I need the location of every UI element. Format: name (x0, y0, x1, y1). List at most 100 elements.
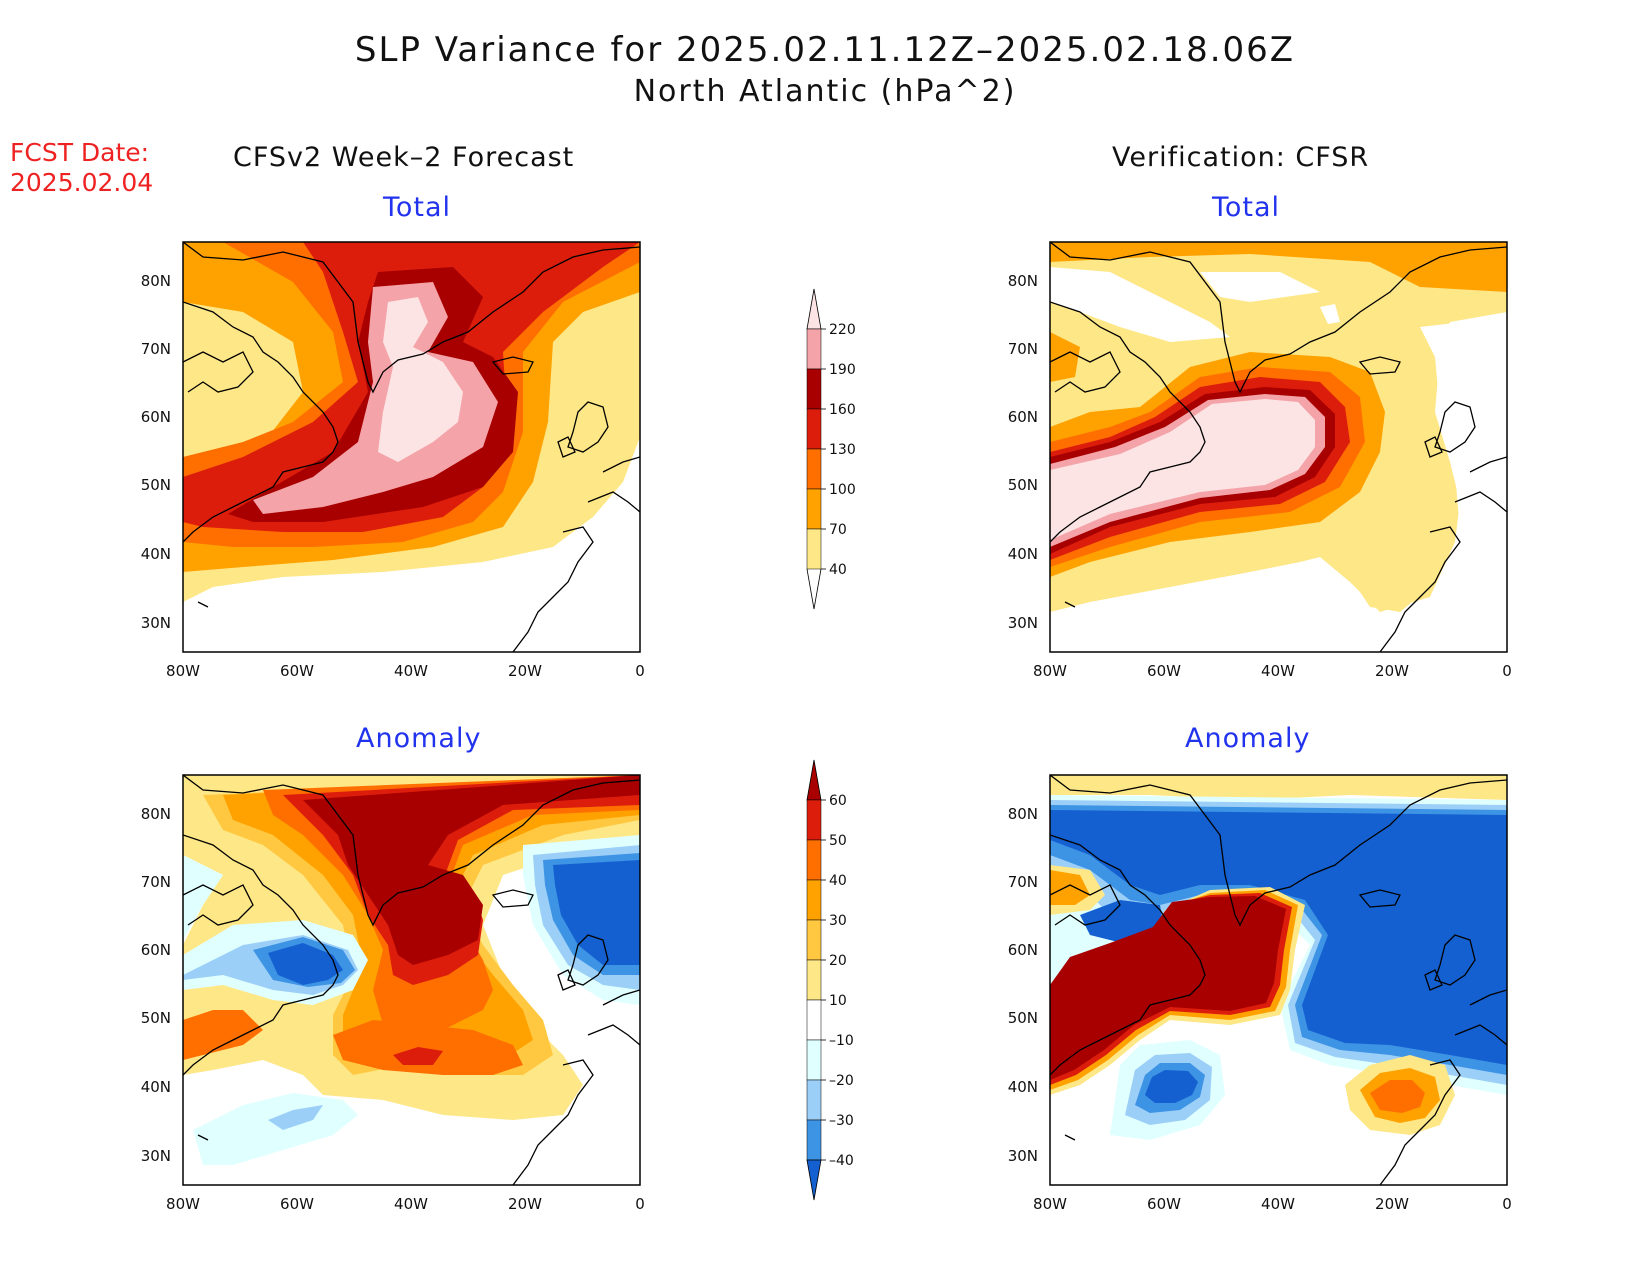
colorbar-level-label: –10 (829, 1033, 854, 1049)
colorbar-level-label: 100 (829, 482, 856, 498)
lat-tick-30N: 30N (141, 614, 171, 632)
contour-neg20-south (268, 1105, 323, 1130)
main-subtitle: North Atlantic (hPa^2) (633, 74, 1017, 109)
white-region-east (1420, 317, 1507, 652)
contour-190 (253, 282, 498, 514)
white-region-south (1050, 572, 1430, 652)
colorbar-segment (806, 879, 822, 921)
continent-outlines (1050, 775, 1507, 1185)
colorbar-top-tip (806, 759, 822, 801)
colorbar-level-label: 50 (829, 833, 847, 849)
colorbar-segment (806, 448, 822, 490)
colorbar-level-label: 40 (829, 562, 847, 578)
contour-70 (1050, 242, 1507, 382)
lat-tick-50N: 50N (1008, 1009, 1038, 1027)
colorbar-level-label: 160 (829, 402, 856, 418)
lat-tick-80N: 80N (1008, 272, 1038, 290)
forecast-anomaly-subtitle: Anomaly (356, 723, 482, 754)
lat-tick-40N: 40N (1008, 545, 1038, 563)
lon-tick-0: 0 (1502, 662, 1512, 680)
lon-tick-labels: 80W 60W 40W 20W 0 (166, 662, 645, 680)
contour-10-north (1050, 775, 1507, 800)
forecast-date-value: 2025.02.04 (10, 168, 154, 197)
colorbar-segment (806, 839, 822, 881)
forecast-date-label: FCST Date: (10, 138, 150, 167)
contour-40-east (1350, 522, 1435, 612)
colorbar-segment (806, 488, 822, 530)
continent-outlines (183, 242, 640, 652)
colorbar-segment (806, 919, 822, 961)
colorbar-segment (806, 1079, 822, 1121)
contour-neg40-main (1050, 810, 1507, 1065)
colorbar-segment (806, 368, 822, 410)
colorbar-segment (806, 1119, 822, 1161)
lat-tick-30N: 30N (1008, 1147, 1038, 1165)
lon-tick-80W: 80W (1033, 1195, 1067, 1213)
colorbar-level-label: –40 (829, 1153, 854, 1169)
colorbar-bottom-tip (806, 1159, 822, 1201)
contour-pos-east-40 (1370, 1080, 1425, 1113)
colorbar-segment (806, 959, 822, 1001)
lat-tick-30N: 30N (141, 1147, 171, 1165)
colorbar-bottom-tip (806, 568, 822, 610)
colorbar-level-label: 60 (829, 793, 847, 809)
lon-tick-80W: 80W (1033, 662, 1067, 680)
lon-tick-labels: 80W 60W 40W 20W 0 (166, 1195, 645, 1213)
lon-tick-80W: 80W (166, 662, 200, 680)
contour-60 (303, 775, 640, 965)
lat-tick-50N: 50N (141, 476, 171, 494)
lat-tick-60N: 60N (1008, 941, 1038, 959)
colorbar-segment (806, 408, 822, 450)
lon-tick-labels: 80W 60W 40W 20W 0 (1033, 662, 1512, 680)
colorbar-segment (806, 999, 822, 1041)
contour-pos-main-60 (1050, 896, 1286, 1080)
lat-tick-50N: 50N (1008, 476, 1038, 494)
contour-neg40-west (268, 943, 343, 985)
lon-tick-40W: 40W (1261, 662, 1295, 680)
lat-tick-40N: 40N (141, 1078, 171, 1096)
lon-tick-60W: 60W (280, 662, 314, 680)
colorbar-level-label: 130 (829, 442, 856, 458)
lon-tick-0: 0 (1502, 1195, 1512, 1213)
map-panel-forecast-total: 80W 60W 40W 20W 0 80N 70N 60N 50N 40N 30… (141, 241, 645, 680)
lon-tick-20W: 20W (508, 1195, 542, 1213)
forecast-column-title: CFSv2 Week–2 Forecast (233, 142, 575, 173)
colorbar-top-tip (806, 288, 822, 330)
lat-tick-80N: 80N (141, 272, 171, 290)
colorbar-level-label: 40 (829, 873, 847, 889)
contour-40-south (183, 1010, 523, 1075)
map-panel-verification-anomaly: 80W 60W 40W 20W 0 80N 70N 60N 50N 40N 30… (1008, 774, 1512, 1213)
forecast-total-subtitle: Total (383, 192, 452, 223)
main-title: SLP Variance for 2025.02.11.12Z–2025.02.… (354, 30, 1296, 70)
lon-tick-40W: 40W (394, 1195, 428, 1213)
lon-tick-60W: 60W (280, 1195, 314, 1213)
lat-tick-70N: 70N (1008, 873, 1038, 891)
lat-tick-labels: 80N 70N 60N 50N 40N 30N (141, 805, 171, 1165)
lat-tick-30N: 30N (1008, 614, 1038, 632)
lat-tick-80N: 80N (1008, 805, 1038, 823)
colorbar-total: 220 190 160 130 100 70 40 (806, 288, 856, 610)
colorbar-level-label: 20 (829, 953, 847, 969)
lat-tick-60N: 60N (141, 408, 171, 426)
lon-tick-40W: 40W (1261, 1195, 1295, 1213)
lon-tick-60W: 60W (1147, 662, 1181, 680)
lat-tick-40N: 40N (141, 545, 171, 563)
lon-tick-40W: 40W (394, 662, 428, 680)
contour-30-west (1050, 870, 1090, 905)
lat-tick-80N: 80N (141, 805, 171, 823)
continent-outlines (1050, 242, 1507, 652)
contour-220 (1050, 399, 1315, 540)
colorbar-level-label: 70 (829, 522, 847, 538)
map-panel-verification-total: 80W 60W 40W 20W 0 80N 70N 60N 50N 40N 30… (1008, 241, 1512, 680)
map-panel-forecast-anomaly: 80W 60W 40W 20W 0 80N 70N 60N 50N 40N 30… (141, 774, 645, 1213)
lat-tick-50N: 50N (141, 1009, 171, 1027)
lon-tick-20W: 20W (1375, 1195, 1409, 1213)
colorbar-level-label: 190 (829, 362, 856, 378)
verification-anomaly-subtitle: Anomaly (1185, 723, 1311, 754)
lat-tick-labels: 80N 70N 60N 50N 40N 30N (1008, 805, 1038, 1165)
colorbar-level-label: 30 (829, 913, 847, 929)
verification-column-title: Verification: CFSR (1112, 142, 1370, 173)
lon-tick-20W: 20W (1375, 662, 1409, 680)
contour-220 (378, 297, 463, 462)
